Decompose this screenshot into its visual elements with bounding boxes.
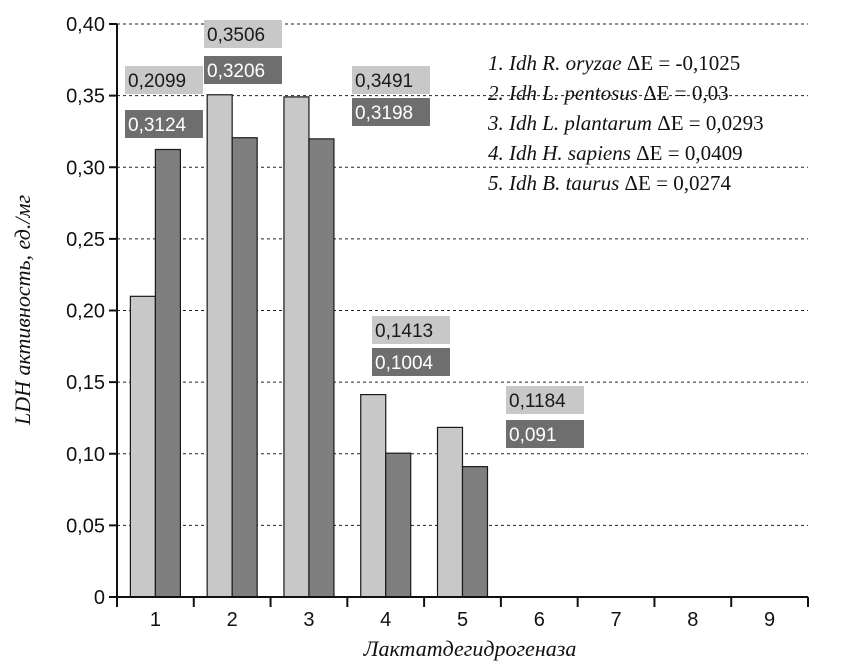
legend-species: B. taurus [542, 171, 624, 195]
x-tick-label: 8 [687, 609, 698, 631]
legend-genus: Idh [508, 51, 542, 75]
legend-species: L. pentosus [541, 81, 643, 105]
bar-dark-2 [231, 137, 258, 598]
legend-genus: Idh [508, 81, 542, 105]
legend-species: H. sapiens [541, 141, 636, 165]
bar-light-4 [360, 393, 387, 598]
bar-light-3 [283, 96, 310, 598]
bar-light-2 [206, 94, 233, 598]
data-label-box [506, 420, 584, 448]
legend-entry: 2. Idh L. pentosus ΔE = 0,03 [488, 81, 729, 105]
legend-genus: Idh [508, 141, 542, 165]
y-axis-title: LDH активность, ед./мг [10, 195, 35, 427]
legend-num: 2. [488, 81, 509, 105]
legend-delta: ΔE = 0,0409 [636, 141, 742, 165]
x-tick-label: 7 [610, 609, 621, 631]
y-tick-label: 0,20 [66, 301, 105, 323]
y-tick-label: 0 [94, 587, 105, 609]
y-tick-label: 0,25 [66, 229, 105, 251]
legend-delta: ΔE = 0,0274 [625, 171, 732, 195]
x-tick-label: 6 [534, 609, 545, 631]
x-tick-label: 4 [380, 609, 391, 631]
data-label-box [372, 348, 450, 376]
data-label-box [352, 98, 430, 126]
x-axis-title: Лактатдегидрогеназа [363, 636, 577, 661]
y-tick-label: 0,10 [66, 444, 105, 466]
data-label: 0,3124 [128, 115, 187, 136]
data-label-box [125, 110, 203, 138]
y-tick-label: 0,15 [66, 372, 105, 394]
legend-species: R. oryzae [541, 51, 627, 75]
x-tick-label: 9 [764, 609, 775, 631]
data-label-box [352, 66, 430, 94]
y-tick-label: 0,30 [66, 157, 105, 179]
y-tick-label: 0,40 [66, 14, 105, 36]
data-label-box [125, 66, 203, 94]
legend-delta: ΔE = -0,1025 [627, 51, 740, 75]
legend-num: 1. [488, 51, 509, 75]
legend-num: 5. [488, 171, 509, 195]
y-tick-label: 0,35 [66, 86, 105, 108]
bar-dark-5 [461, 466, 489, 598]
bar-dark-3 [308, 138, 335, 598]
data-label: 0,091 [509, 425, 557, 446]
data-label: 0,1184 [509, 391, 566, 412]
legend-entry: 1. Idh R. oryzae ΔE = -0,1025 [488, 51, 740, 75]
data-label-box [204, 56, 282, 84]
data-label: 0,1413 [375, 321, 433, 342]
bar-dark-4 [385, 452, 412, 598]
data-label: 0,3491 [355, 71, 413, 92]
legend-species: L. plantarum [541, 111, 657, 135]
legend-entry: 3. Idh L. plantarum ΔE = 0,0293 [487, 111, 764, 135]
data-label-box [204, 20, 282, 48]
legend-genus: Idh [508, 171, 542, 195]
legend-entry: 5. Idh B. taurus ΔE = 0,0274 [488, 171, 731, 195]
legend-entry: 4. Idh H. sapiens ΔE = 0,0409 [488, 141, 743, 165]
x-tick-label: 2 [227, 609, 238, 631]
x-tick-label: 1 [150, 609, 161, 631]
legend-delta: ΔE = 0,03 [643, 81, 728, 105]
y-tick-label: 0,05 [66, 515, 105, 537]
bar-light-5 [436, 426, 464, 598]
data-label: 0,1004 [375, 353, 434, 374]
x-tick-label: 5 [457, 609, 468, 631]
data-label: 0,3206 [207, 61, 265, 82]
legend-num: 4. [488, 141, 509, 165]
data-label-box [506, 386, 584, 414]
legend-genus: Idh [508, 111, 542, 135]
data-label: 0,3198 [355, 103, 413, 124]
data-label-box [372, 316, 450, 344]
x-tick-label: 3 [303, 609, 314, 631]
legend-delta: ΔE = 0,0293 [657, 111, 763, 135]
legend-num: 3. [487, 111, 509, 135]
data-label: 0,3506 [207, 25, 265, 46]
bar-light-1 [129, 295, 156, 598]
data-label: 0,2099 [128, 71, 186, 92]
bar-dark-1 [154, 148, 181, 598]
